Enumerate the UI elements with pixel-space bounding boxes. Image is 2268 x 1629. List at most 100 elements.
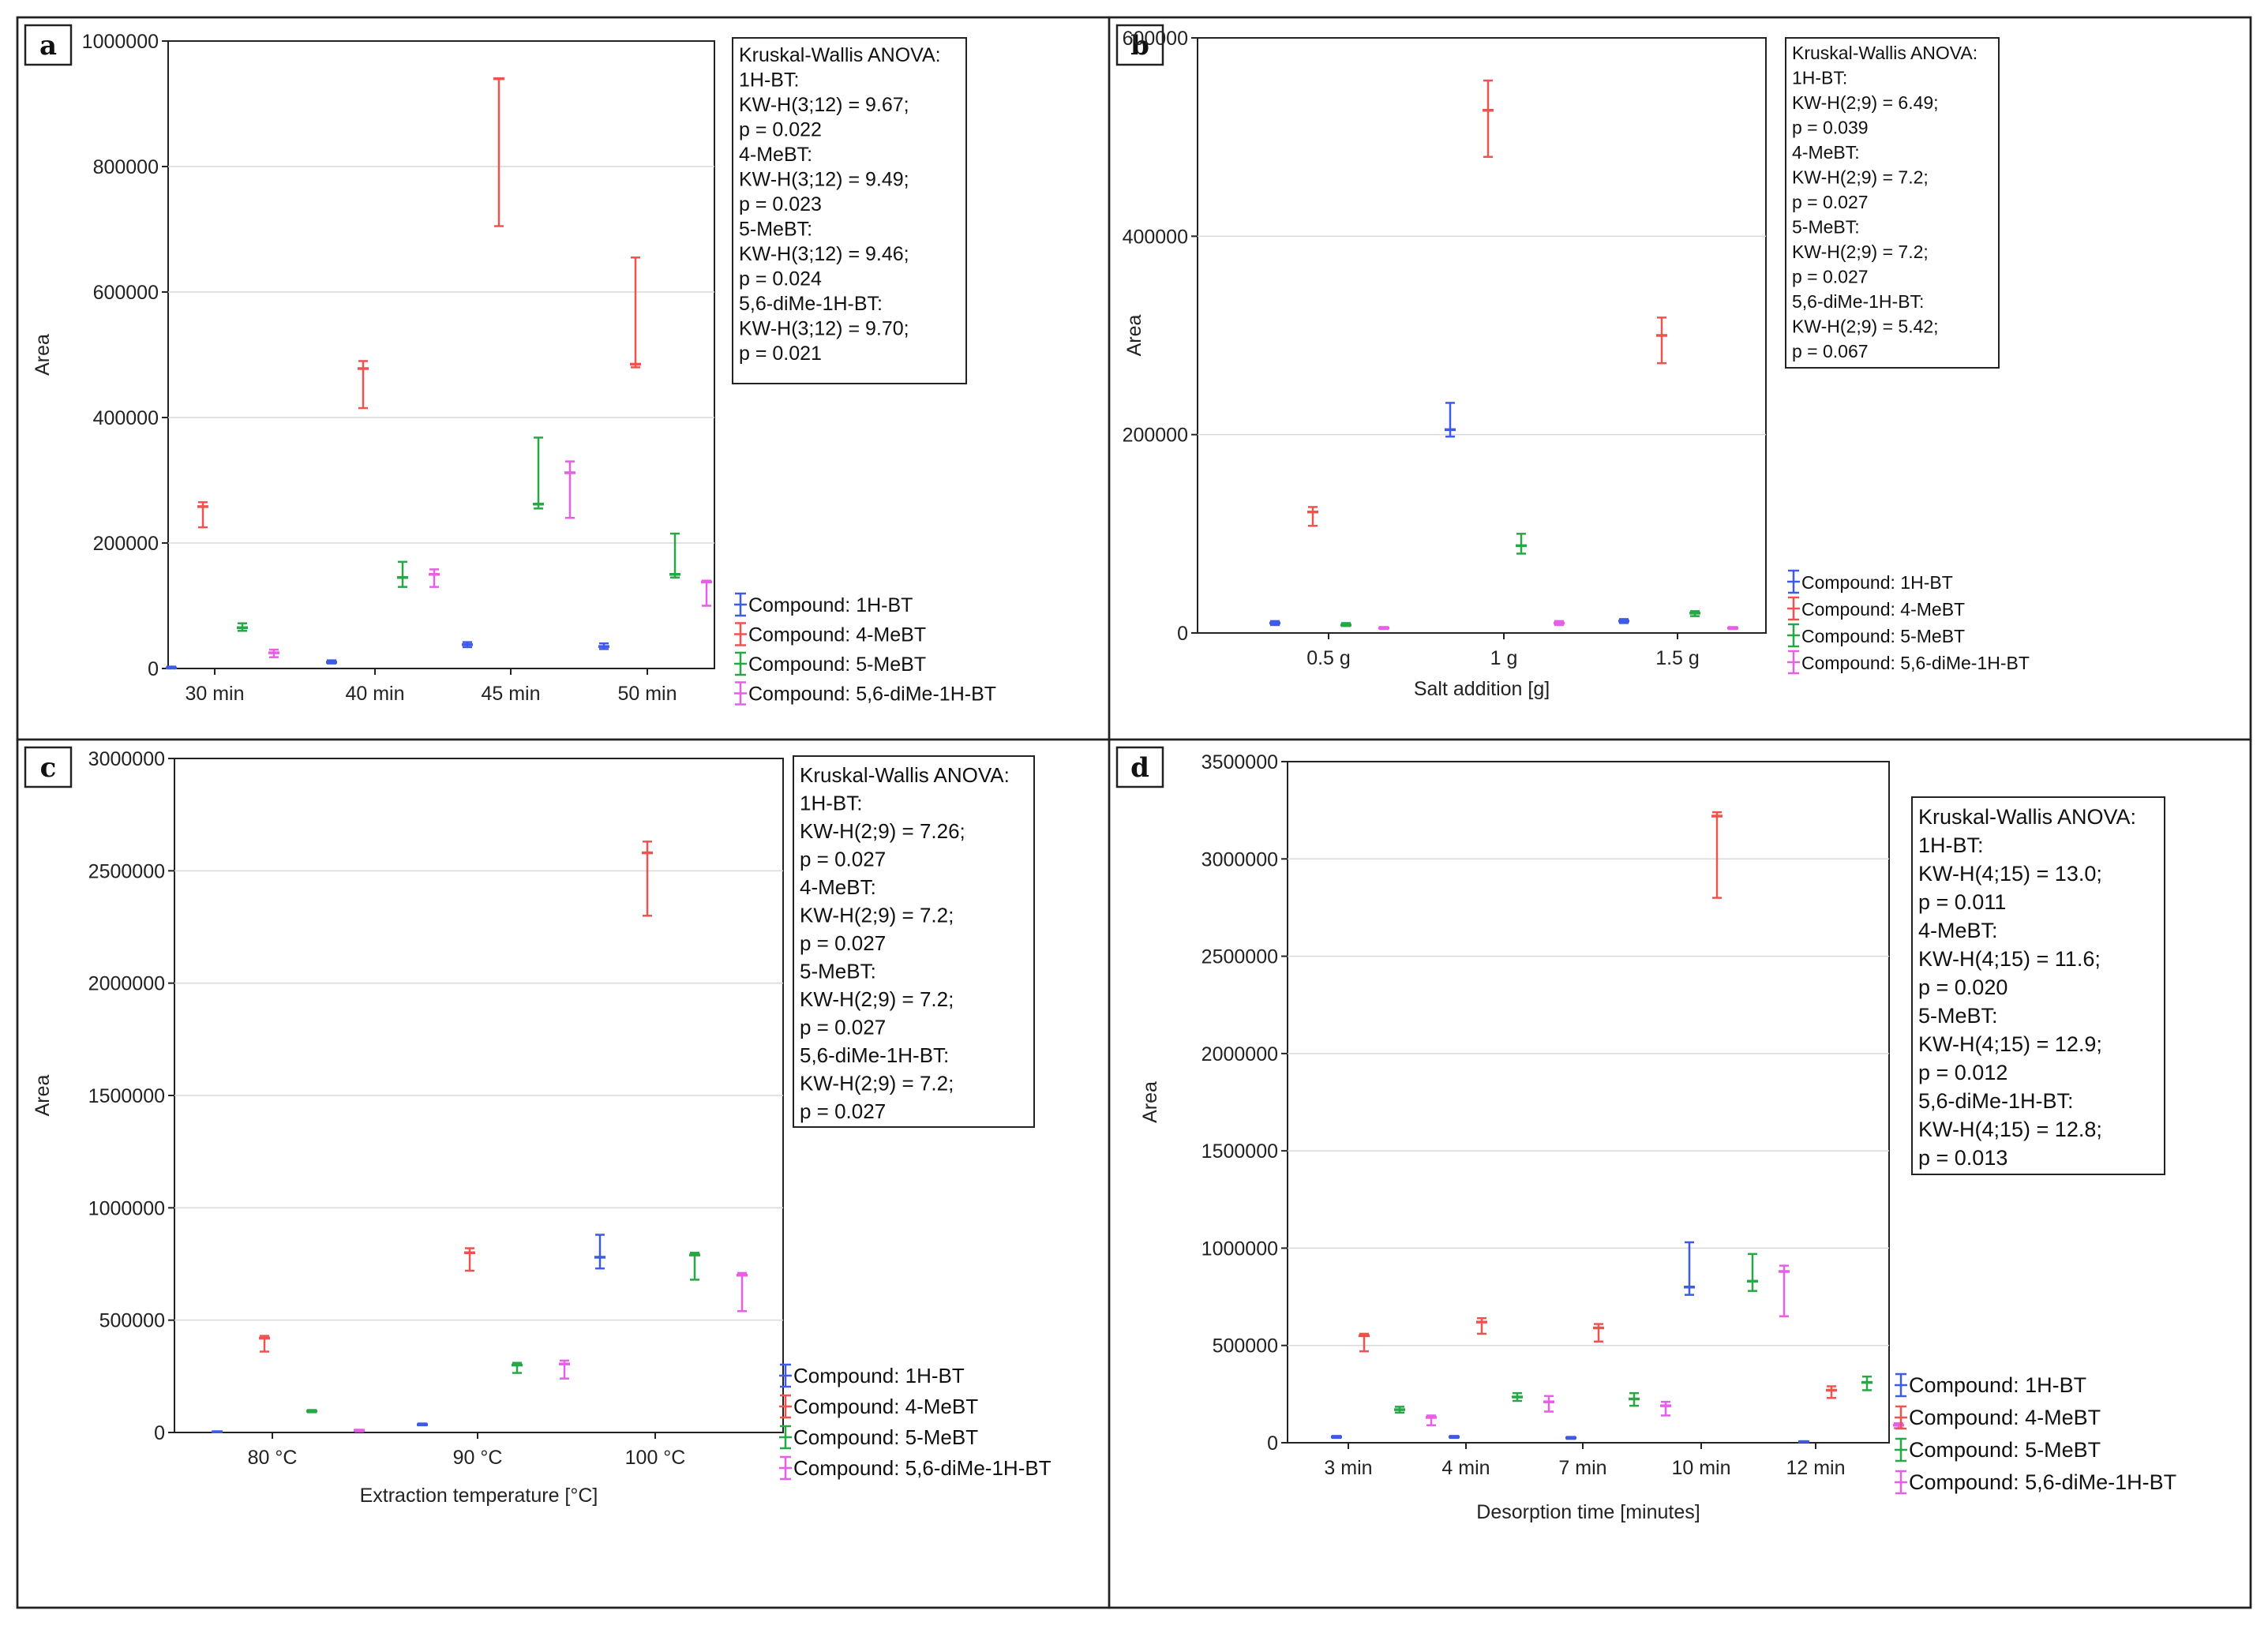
errorbar-c-s1-c2 (642, 841, 653, 917)
stats-line: KW-H(3;12) = 9.70; (739, 318, 909, 340)
x-axis-label: Extraction temperature [°C] (360, 1485, 598, 1507)
legend-symbol (1895, 1372, 1907, 1398)
stats-line: 1H-BT: (1918, 833, 1984, 857)
panel-letter-box (1115, 746, 1164, 788)
stats-line: 5,6-diMe-1H-BT: (1792, 291, 1924, 312)
legend-entry: Compound: 5,6-diMe-1H-BT (1801, 653, 2030, 673)
x-tick-label: 40 min (345, 683, 404, 705)
y-tick-label: 2000000 (88, 973, 165, 995)
panel-letter-box (24, 746, 73, 788)
errorbar-c-s3-c2 (737, 1271, 748, 1313)
x-tick-label: 45 min (481, 683, 540, 705)
legend-symbol (734, 681, 747, 706)
stats-line: 5-MeBT: (1918, 1004, 1998, 1028)
legend-entry: Compound: 1H-BT (1801, 572, 1953, 593)
errorbar-d-s3-c3 (1779, 1264, 1790, 1317)
stats-line: KW-H(4;15) = 13.0; (1918, 862, 2102, 886)
y-tick-label: 1500000 (88, 1085, 165, 1107)
stats-line: KW-H(2;9) = 7.2; (800, 987, 954, 1011)
stats-box (732, 37, 967, 384)
errorbar-d-s3-c2 (1660, 1400, 1671, 1417)
stats-line: p = 0.012 (1918, 1061, 2007, 1084)
legend-symbol (1787, 569, 1800, 594)
y-tick-label: 2500000 (88, 860, 165, 882)
y-tick-label: 1000000 (1201, 1238, 1278, 1260)
errorbar-a-s1-c2 (493, 77, 504, 227)
legend-symbol (1895, 1437, 1907, 1462)
errorbar-d-s0-c3 (1684, 1241, 1695, 1296)
errorbar-a-s3-c0 (268, 648, 279, 658)
legend-entry: Compound: 4-MeBT (793, 1395, 978, 1418)
stats-line: KW-H(2;9) = 6.49; (1792, 92, 1939, 113)
stats-line: KW-H(2;9) = 5.42; (1792, 316, 1939, 337)
y-tick-label: 500000 (99, 1310, 165, 1332)
errorbar-d-s2-c4 (1861, 1375, 1873, 1391)
y-tick-label: 400000 (1123, 226, 1188, 248)
plot-area (1287, 761, 1890, 1444)
y-tick-label: 800000 (93, 156, 159, 178)
errorbar-c-s3-c1 (559, 1359, 570, 1380)
errorbar-b-s2-c0 (1340, 622, 1351, 627)
stats-line: p = 0.027 (800, 848, 886, 871)
x-axis-label: Desorption time [minutes] (1476, 1501, 1700, 1523)
stats-line: 4-MeBT: (739, 144, 812, 166)
errorbar-d-s3-c1 (1543, 1395, 1554, 1413)
errorbar-c-s1-c1 (464, 1247, 475, 1272)
legend-symbol (734, 592, 747, 617)
stats-line: KW-H(2;9) = 7.26; (800, 819, 965, 843)
stats-box (1911, 796, 2165, 1175)
stats-line: Kruskal-Wallis ANOVA: (800, 763, 1010, 787)
stats-line: 5,6-diMe-1H-BT: (739, 293, 883, 315)
legend-entry: Compound: 1H-BT (748, 594, 913, 616)
errorbar-c-s0-c1 (417, 1422, 428, 1427)
errorbar-a-s3-c3 (701, 579, 712, 607)
stats-line: p = 0.027 (800, 1099, 886, 1123)
stats-line: p = 0.024 (739, 268, 822, 290)
y-tick-label: 3000000 (1201, 848, 1278, 871)
y-tick-label: 1500000 (1201, 1140, 1278, 1163)
x-tick-label: 50 min (617, 683, 677, 705)
x-tick-label: 80 °C (248, 1447, 298, 1469)
errorbar-b-s2-c1 (1516, 533, 1527, 555)
y-tick-label: 0 (1267, 1432, 1278, 1455)
legend-symbol (1787, 623, 1800, 648)
legend-entry: Compound: 4-MeBT (1801, 599, 1965, 620)
errorbar-a-s2-c2 (533, 436, 544, 510)
legend-entry: Compound: 5-MeBT (1909, 1438, 2101, 1462)
stats-line: p = 0.027 (800, 1016, 886, 1039)
y-tick-label: 600000 (93, 282, 159, 304)
errorbar-b-s1-c2 (1656, 316, 1667, 365)
errorbar-c-s3-c0 (354, 1429, 365, 1432)
errorbar-b-s1-c1 (1483, 79, 1494, 159)
legend-symbol (779, 1425, 792, 1450)
stats-line: KW-H(4;15) = 12.8; (1918, 1118, 2102, 1141)
errorbar-a-s1-c0 (197, 501, 208, 529)
errorbar-d-s2-c1 (1512, 1391, 1523, 1402)
y-tick-label: 1000000 (88, 1197, 165, 1219)
y-tick-label: 200000 (1123, 425, 1188, 447)
x-tick-label: 4 min (1441, 1457, 1490, 1479)
x-tick-label: 1 g (1490, 647, 1518, 669)
stats-line: 5-MeBT: (1792, 217, 1860, 238)
errorbar-d-s0-c2 (1565, 1436, 1576, 1440)
y-tick-label: 500000 (1213, 1335, 1278, 1358)
plot-area (1197, 37, 1767, 634)
errorbar-a-s3-c1 (429, 568, 440, 588)
stats-line: KW-H(4;15) = 12.9; (1918, 1032, 2102, 1056)
stats-line: p = 0.023 (739, 193, 822, 215)
stats-line: p = 0.021 (739, 343, 822, 365)
legend-symbol (734, 622, 747, 646)
errorbar-c-s2-c1 (512, 1361, 523, 1374)
stats-line: 4-MeBT: (1918, 919, 1998, 942)
errorbar-c-s2-c2 (689, 1252, 700, 1281)
x-tick-label: 10 min (1671, 1457, 1730, 1479)
errorbar-b-s0-c2 (1618, 618, 1629, 624)
x-tick-label: 12 min (1786, 1457, 1845, 1479)
legend-symbol (1895, 1405, 1907, 1430)
legend-symbol (779, 1455, 792, 1481)
stats-line: p = 0.013 (1918, 1146, 2007, 1170)
errorbar-d-s1-c3 (1711, 811, 1723, 899)
stats-line: p = 0.011 (1918, 890, 2006, 914)
y-tick-label: 0 (1177, 623, 1188, 645)
errorbar-a-s1-c1 (358, 360, 369, 410)
